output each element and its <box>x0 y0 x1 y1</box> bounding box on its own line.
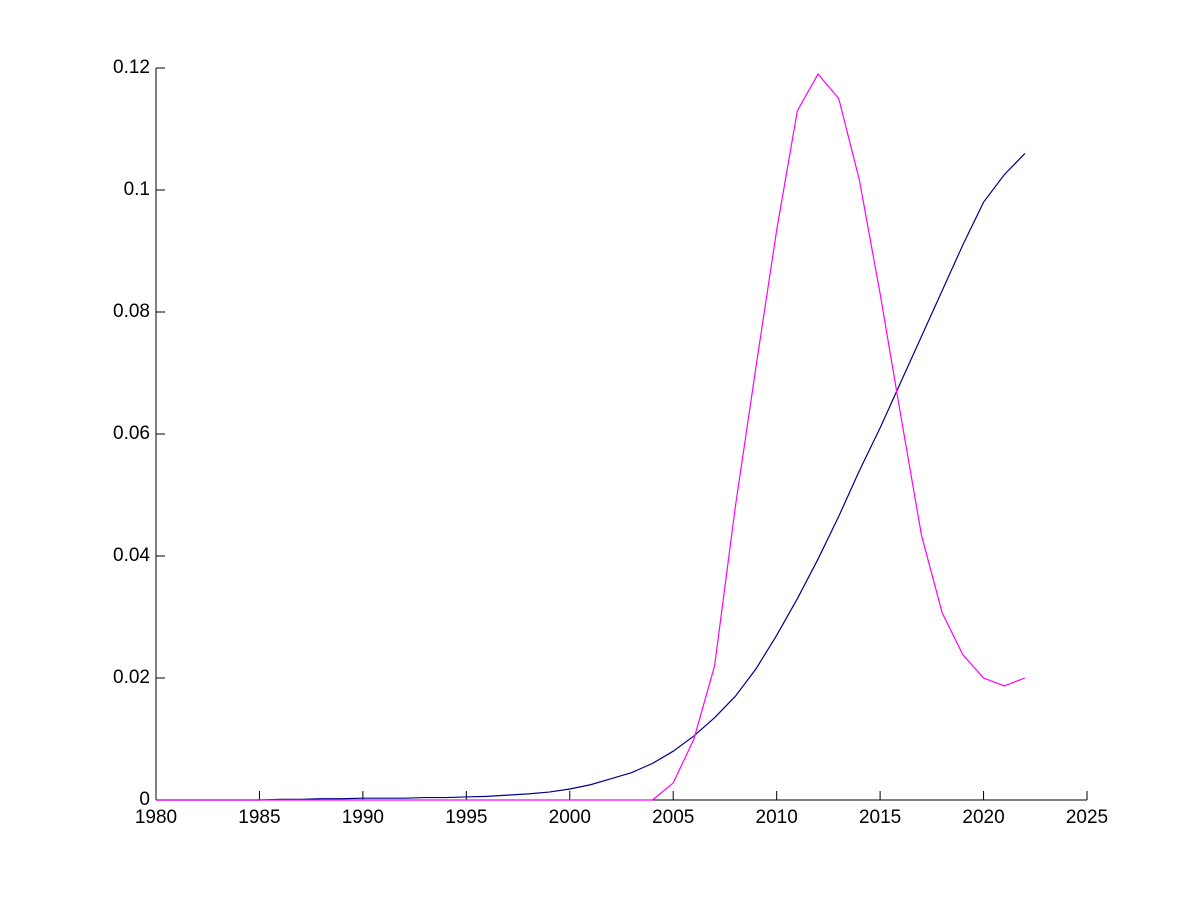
x-tick-label: 1990 <box>342 807 384 828</box>
x-tick-label: 1985 <box>238 807 280 828</box>
y-tick-label: 0 <box>139 789 150 810</box>
x-tick-label: 1995 <box>445 807 487 828</box>
x-tick-label: 2025 <box>1066 807 1108 828</box>
x-tick-label: 2005 <box>652 807 694 828</box>
x-tick-label: 2000 <box>549 807 591 828</box>
x-tick-label: 2015 <box>859 807 901 828</box>
series-line <box>156 152 1026 801</box>
y-tick-label: 0.08 <box>113 301 150 322</box>
x-tick-label: 2010 <box>756 807 798 828</box>
y-tick-label: 0.06 <box>113 423 150 444</box>
x-tick-label: 2020 <box>962 807 1004 828</box>
series-line <box>156 73 1026 801</box>
x-tick-label: 1980 <box>135 807 177 828</box>
y-tick-label: 0.12 <box>113 57 150 78</box>
y-tick-label: 0.1 <box>124 179 150 200</box>
y-tick-label: 0.02 <box>113 667 150 688</box>
y-tick-label: 0.04 <box>113 545 150 566</box>
